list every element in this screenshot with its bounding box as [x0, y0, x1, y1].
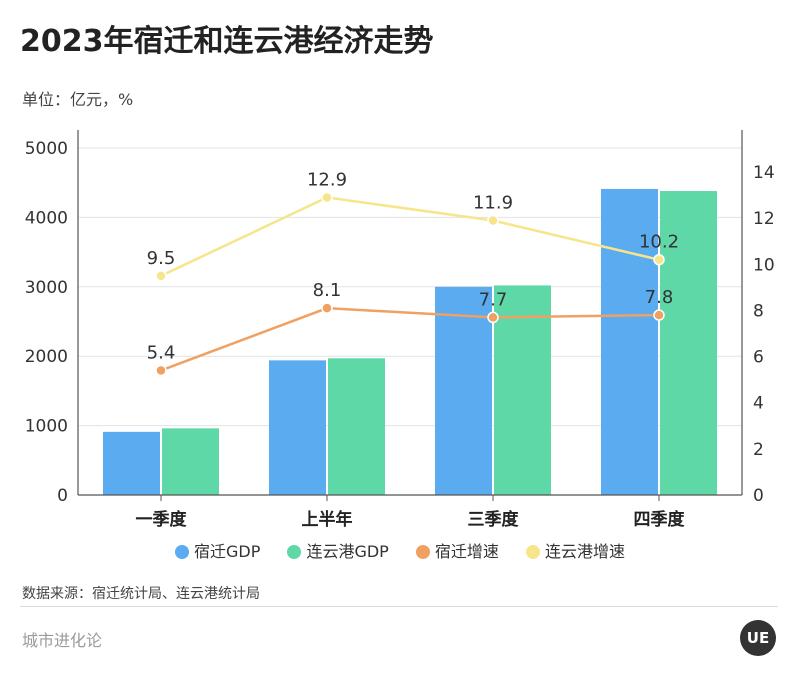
x-tick-label: 三季度: [468, 509, 520, 530]
legend-label-lianyungang-gdp: 连云港GDP: [306, 542, 389, 561]
legend-dot-lianyungang-gdp: [287, 545, 302, 559]
bar-suqian-gdp: [103, 431, 160, 495]
point-suqian-growth: [487, 311, 499, 324]
y-right-tick-label: 12: [753, 209, 775, 229]
line-lianyungang-growth: [160, 196, 660, 277]
line-suqian-growth: [160, 306, 660, 372]
y-left-tick-label: 5000: [25, 139, 68, 159]
y-right-tick-label: 2: [753, 440, 764, 460]
legend-suqian-gdp: 宿迁GDP: [174, 538, 261, 562]
x-tick-label: 一季度: [136, 509, 188, 530]
y-right-tick-label: 6: [753, 348, 764, 368]
combo-chart: 0 1000 2000 3000 4000 5000 0 2 4 6 8 10 12 14 一季度 上半年 三季…: [25, 130, 775, 530]
legend-label-lianyungang-growth: 连云港增速: [545, 542, 626, 561]
point-lianyungang-growth: [155, 270, 167, 282]
legend-label-suqian-gdp: 宿迁GDP: [193, 542, 261, 561]
y-right-tick-label: 8: [753, 301, 764, 321]
legend-label-suqian-growth: 宿迁增速: [434, 542, 499, 561]
y-left-tick-label: 3000: [25, 278, 68, 298]
y-left-tick-label: 2000: [25, 347, 68, 367]
y-right-tick-label: 0: [753, 486, 764, 506]
data-label-lianyungang-growth: 9.5: [147, 248, 176, 269]
brand-logo: UE: [740, 620, 776, 656]
data-label-suqian-growth: 8.1: [313, 280, 342, 301]
bar-lianyungang-gdp: [494, 285, 551, 495]
legend-dot-suqian-growth: [415, 545, 430, 559]
footer-divider: [20, 606, 778, 607]
brand-name: 城市进化论: [22, 631, 103, 650]
bar-lianyungang-gdp: [162, 428, 219, 495]
data-label-lianyungang-growth: 12.9: [307, 169, 347, 190]
legend-lianyungang-growth: 连云港增速: [526, 538, 625, 562]
y-right-tick-label: 14: [753, 163, 775, 183]
data-label-suqian-growth: 7.7: [479, 289, 508, 310]
x-tick-label: 上半年: [302, 509, 353, 530]
chart-legend: 宿迁GDP 连云港GDP 宿迁增速 连云港增速: [0, 538, 800, 562]
bar-lianyungang-gdp: [328, 358, 385, 495]
bar-suqian-gdp: [435, 286, 492, 495]
legend-suqian-growth: 宿迁增速: [415, 538, 499, 562]
point-suqian-growth: [653, 309, 665, 321]
bar-suqian-gdp: [601, 188, 658, 496]
x-tick-label: 四季度: [634, 509, 686, 530]
point-lianyungang-growth: [321, 191, 333, 204]
y-left-tick-label: 0: [57, 486, 68, 506]
bar-suqian-gdp: [269, 360, 326, 495]
chart-title: 2023年宿迁和连云港经济走势: [20, 24, 434, 59]
legend-lianyungang-gdp: 连云港GDP: [287, 538, 389, 562]
legend-dot-lianyungang-growth: [526, 545, 541, 559]
y-right-tick-label: 10: [753, 255, 775, 275]
y-left-tick-label: 1000: [25, 417, 68, 437]
data-source: 数据来源：宿迁统计局、连云港统计局: [22, 586, 260, 602]
point-suqian-growth: [321, 302, 333, 314]
point-suqian-growth: [155, 364, 167, 377]
point-lianyungang-growth: [487, 214, 499, 227]
data-label-lianyungang-growth: 11.9: [473, 193, 513, 214]
data-label-lianyungang-growth: 10.2: [639, 232, 679, 253]
legend-dot-suqian-gdp: [174, 545, 189, 559]
bar-lianyungang-gdp: [660, 191, 717, 495]
unit-label: 单位：亿元，%: [22, 90, 134, 109]
data-label-suqian-growth: 5.4: [147, 342, 176, 363]
point-lianyungang-growth: [653, 253, 665, 266]
data-label-suqian-growth: 7.8: [645, 287, 674, 308]
y-right-tick-label: 4: [753, 394, 764, 414]
y-left-tick-label: 4000: [25, 208, 68, 228]
